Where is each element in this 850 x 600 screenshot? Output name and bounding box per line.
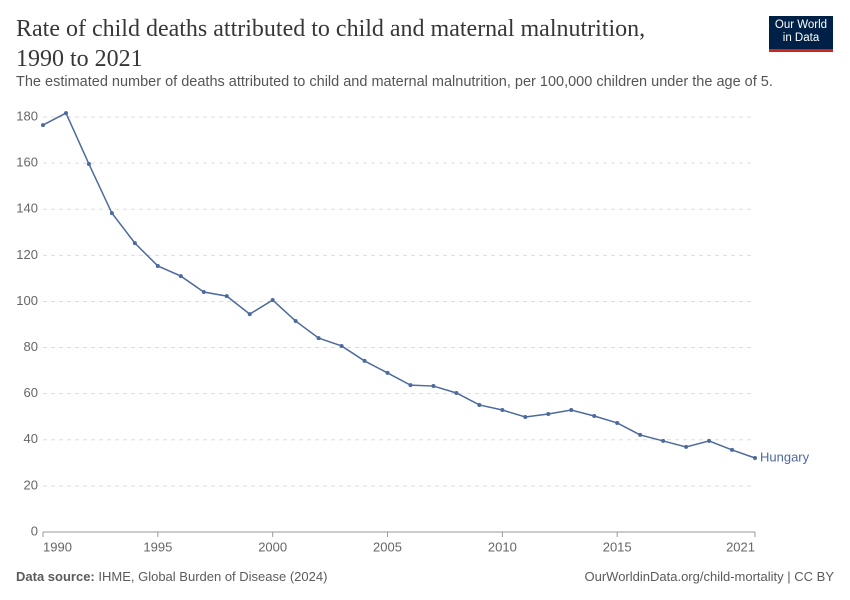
point [385, 370, 390, 375]
y-tick-label: 160 [16, 155, 38, 170]
logo[interactable]: Our World in Data [769, 16, 833, 52]
credit[interactable]: OurWorldinData.org/child-mortality | CC … [584, 569, 835, 584]
point [592, 414, 597, 419]
point [500, 408, 505, 413]
point [431, 384, 436, 389]
x-tick-label: 2021 [726, 539, 755, 554]
point [730, 447, 735, 452]
source: Data source: IHME, Global Burden of Dise… [16, 569, 327, 584]
point [615, 420, 620, 425]
point [293, 319, 298, 324]
point [546, 411, 551, 416]
point [753, 455, 757, 460]
point [41, 123, 45, 128]
y-tick-label: 20 [24, 477, 38, 492]
legend-label: Hungary [760, 449, 810, 464]
x-tick-label: 1995 [143, 539, 172, 554]
x-tick-label: 1990 [43, 539, 72, 554]
point [155, 263, 160, 268]
y-tick-label: 180 [16, 108, 38, 123]
x-tick-label: 2000 [258, 539, 287, 554]
point [178, 274, 183, 279]
point [661, 438, 666, 443]
x-tick-label: 2010 [488, 539, 517, 554]
y-tick-label: 60 [24, 385, 38, 400]
point [63, 111, 68, 116]
point [86, 162, 91, 167]
y-tick-label: 120 [16, 247, 38, 262]
point [569, 408, 574, 413]
point [109, 211, 114, 216]
y-tick-label: 100 [16, 293, 38, 308]
point [523, 414, 528, 419]
x-tick-label: 2005 [373, 539, 402, 554]
chart-title: Rate of child deaths attributed to child… [16, 16, 646, 72]
x-tick-label: 2015 [603, 539, 632, 554]
point [362, 358, 367, 363]
source-text: IHME, Global Burden of Disease (2024) [98, 569, 328, 584]
point [224, 294, 229, 299]
point [707, 438, 712, 443]
source-label: Data source: [16, 569, 95, 584]
point [454, 390, 459, 395]
y-tick-label: 40 [24, 431, 38, 446]
logo-line: in Data [782, 32, 820, 44]
y-tick-label: 80 [24, 339, 38, 354]
point [270, 298, 275, 303]
point [132, 241, 137, 246]
chart-subtitle: The estimated number of deaths attribute… [16, 74, 773, 90]
point [316, 336, 321, 341]
point [684, 444, 689, 449]
point [201, 289, 206, 294]
point [339, 343, 344, 348]
y-tick-label: 0 [31, 523, 38, 538]
point [247, 312, 252, 317]
logo-line: Our World [774, 19, 828, 31]
point [408, 383, 413, 388]
y-tick-label: 140 [16, 201, 38, 216]
point [477, 402, 482, 407]
line [42, 112, 756, 459]
point [638, 432, 643, 437]
